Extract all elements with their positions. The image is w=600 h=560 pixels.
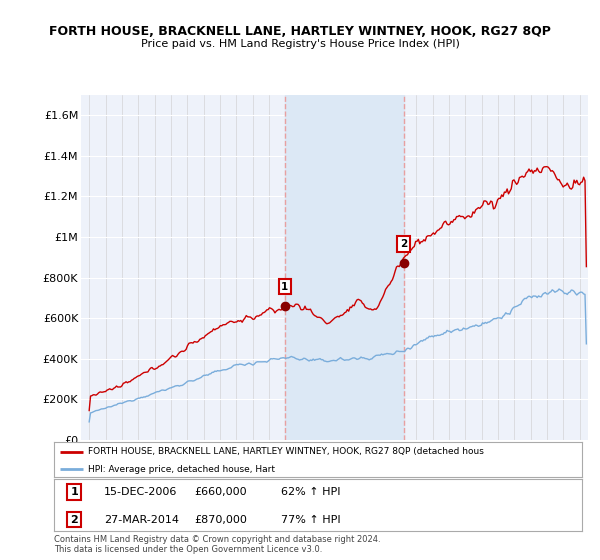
Text: £870,000: £870,000 <box>194 515 247 525</box>
Text: 2: 2 <box>70 515 78 525</box>
Text: 2: 2 <box>400 239 407 249</box>
Text: 15-DEC-2006: 15-DEC-2006 <box>104 487 178 497</box>
Text: 77% ↑ HPI: 77% ↑ HPI <box>281 515 341 525</box>
Text: Contains HM Land Registry data © Crown copyright and database right 2024.
This d: Contains HM Land Registry data © Crown c… <box>54 535 380 554</box>
Text: HPI: Average price, detached house, Hart: HPI: Average price, detached house, Hart <box>88 465 275 474</box>
Bar <box>285 95 404 440</box>
Text: FORTH HOUSE, BRACKNELL LANE, HARTLEY WINTNEY, HOOK, RG27 8QP: FORTH HOUSE, BRACKNELL LANE, HARTLEY WIN… <box>49 25 551 38</box>
Text: 1: 1 <box>281 282 289 292</box>
Text: 27-MAR-2014: 27-MAR-2014 <box>104 515 179 525</box>
Text: 1: 1 <box>70 487 78 497</box>
Text: £660,000: £660,000 <box>194 487 247 497</box>
Text: Price paid vs. HM Land Registry's House Price Index (HPI): Price paid vs. HM Land Registry's House … <box>140 39 460 49</box>
Text: FORTH HOUSE, BRACKNELL LANE, HARTLEY WINTNEY, HOOK, RG27 8QP (detached hous: FORTH HOUSE, BRACKNELL LANE, HARTLEY WIN… <box>88 447 484 456</box>
Text: 62% ↑ HPI: 62% ↑ HPI <box>281 487 341 497</box>
